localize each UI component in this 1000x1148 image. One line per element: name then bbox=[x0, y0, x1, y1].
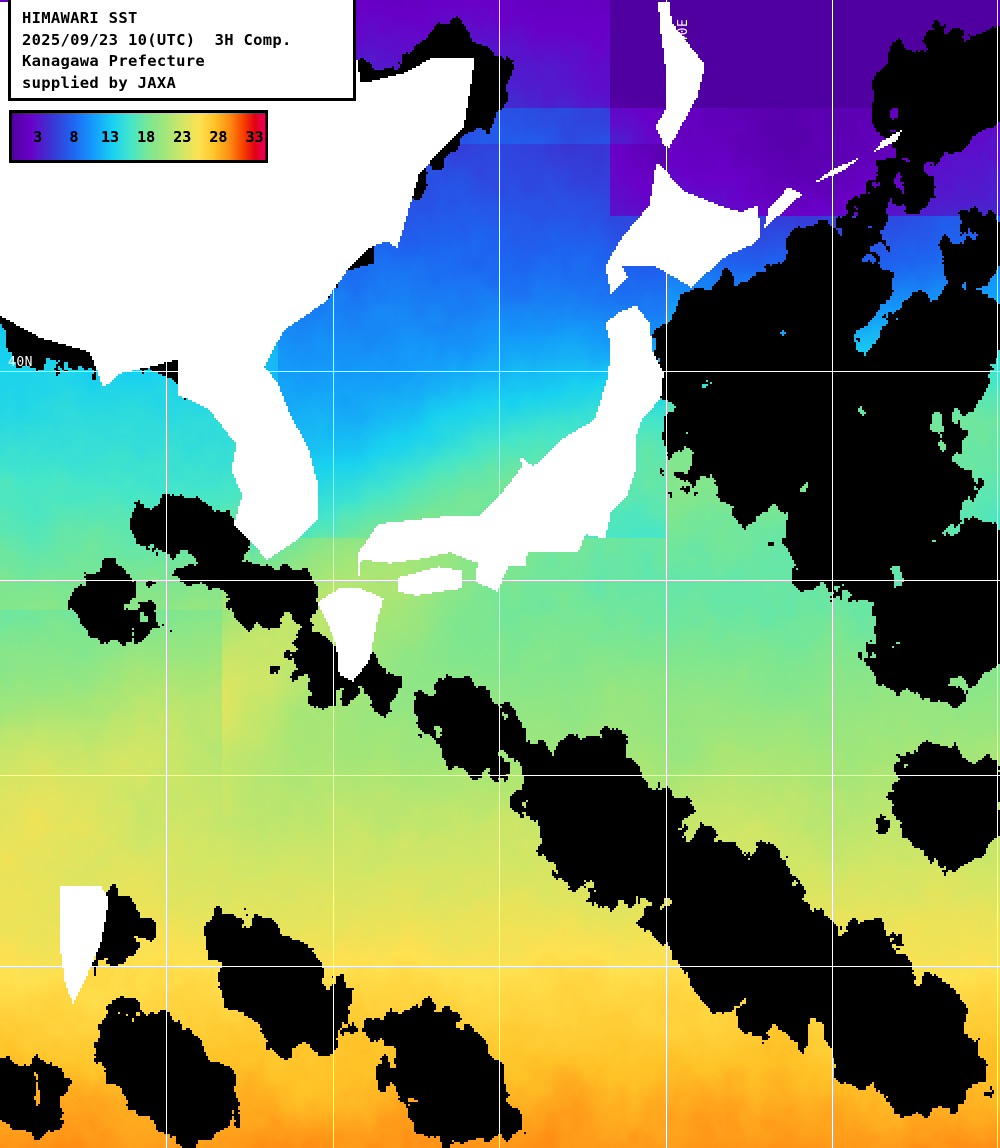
product-region: Kanagawa Prefecture bbox=[22, 52, 206, 70]
colorbar-gradient bbox=[12, 113, 265, 160]
colorbar-tick-8: 8 bbox=[69, 127, 79, 146]
colorbar-tick-labels: 3 8 13 18 23 28 33 bbox=[12, 113, 265, 160]
colorbar-tick-3: 3 bbox=[33, 127, 43, 146]
colorbar-tick-13: 13 bbox=[100, 127, 119, 146]
colorbar-tick-28: 28 bbox=[209, 127, 228, 146]
product-title-box: HIMAWARI SST 2025/09/23 10(UTC) 3H Comp.… bbox=[8, 0, 356, 101]
product-credit: supplied by JAXA bbox=[22, 73, 177, 92]
colorbar-tick-18: 18 bbox=[137, 127, 156, 146]
sst-colorbar: 3 8 13 18 23 28 33 bbox=[9, 110, 268, 163]
colorbar-tick-33: 33 bbox=[245, 127, 264, 146]
product-title: HIMAWARI SST bbox=[22, 9, 138, 27]
product-datetime: 2025/09/23 10(UTC) 3H Comp. bbox=[22, 30, 292, 49]
colorbar-tick-23: 23 bbox=[173, 127, 192, 146]
